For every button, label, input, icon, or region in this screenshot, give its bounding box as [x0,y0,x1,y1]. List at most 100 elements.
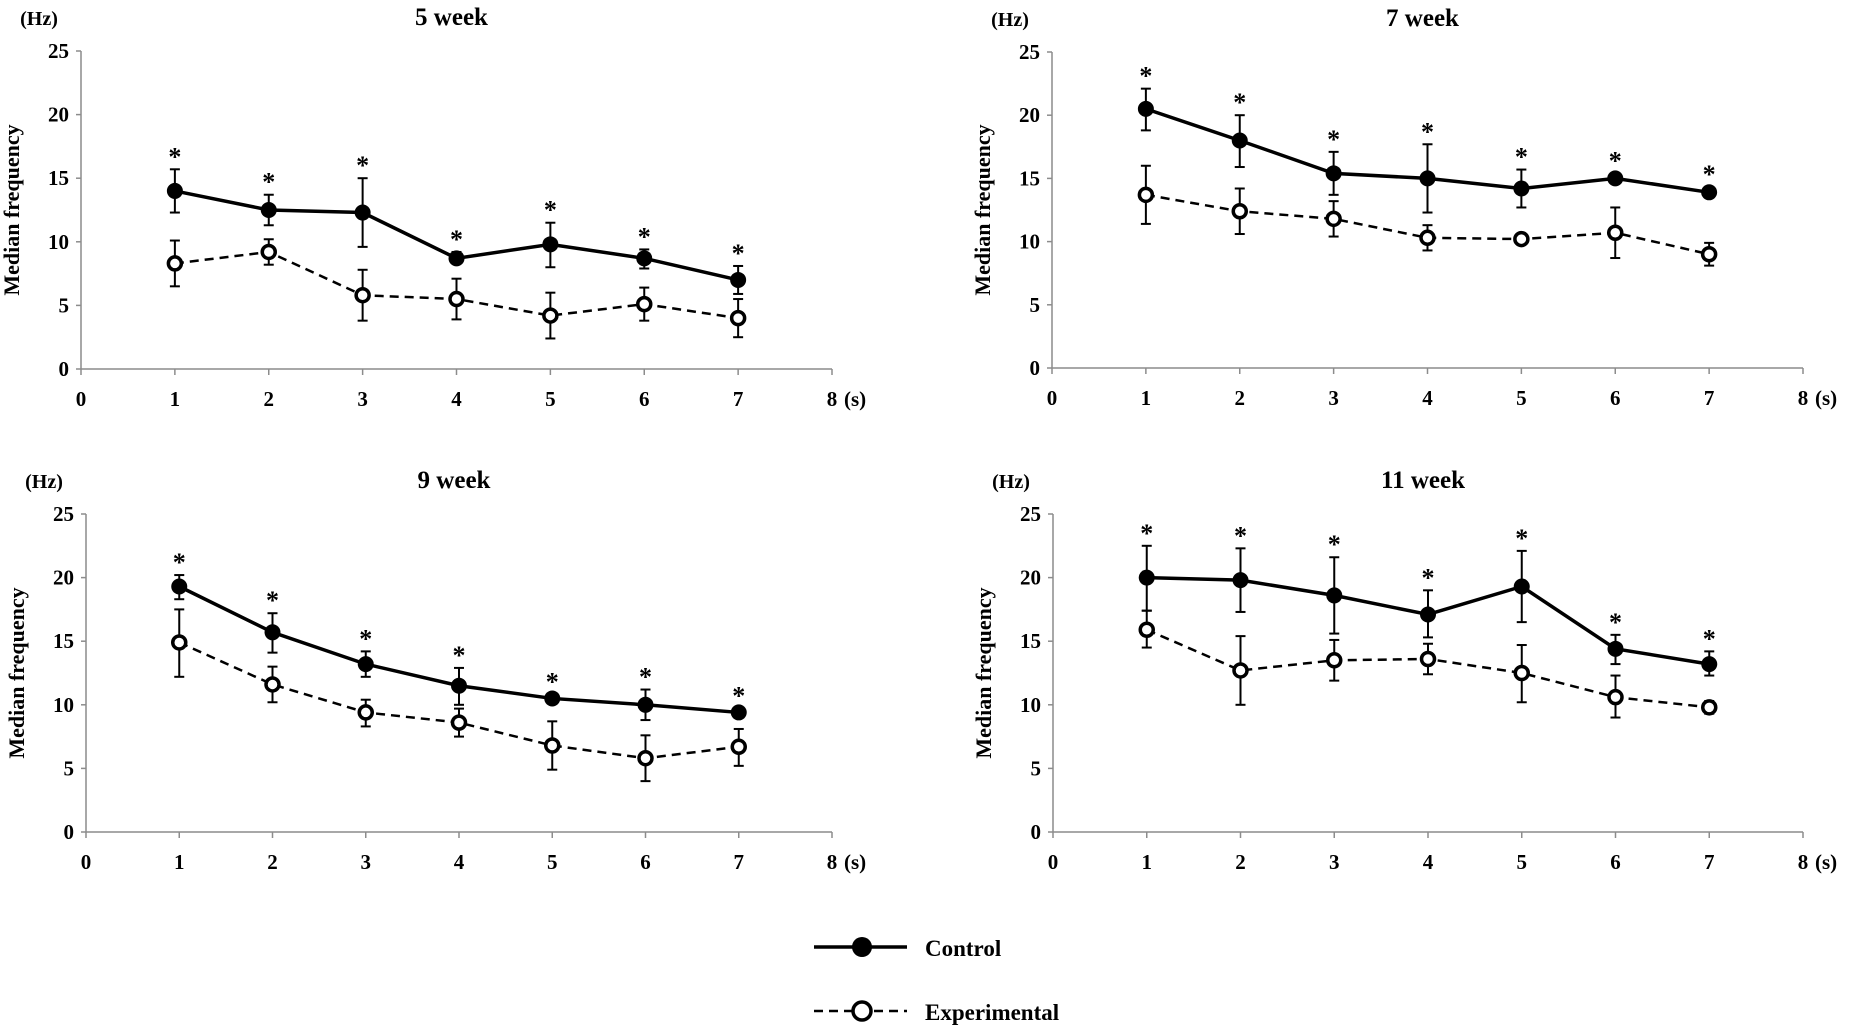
y-tick-label: 5 [59,293,70,317]
y-tick-label: 0 [1031,820,1042,844]
data-point-control [260,202,277,218]
series-control [1138,544,1718,677]
x-tick-label: 7 [1704,850,1715,874]
x-tick-label: 7 [1704,386,1715,410]
y-tick-label: 0 [1030,356,1041,380]
significance-marker: * [1422,563,1435,592]
significance-marker: * [732,239,745,268]
data-point-experimental [1137,186,1155,204]
significance-marker: * [1703,160,1716,189]
x-tick-label: 0 [81,850,92,874]
y-tick-label: 15 [1020,629,1041,653]
y-unit-label: (Hz) [20,8,58,30]
x-tick-label: 4 [1423,850,1434,874]
chart-panel: 7 week(Hz)Median frequency(s)05101520250… [970,5,1837,410]
legend: Control Experimental [814,936,1059,1025]
legend-experimental-marker [851,1000,873,1022]
significance-marker: * [359,624,372,653]
y-axis-label: Median frequency [4,587,29,758]
x-tick-label: 1 [1141,386,1152,410]
significance-marker: * [732,682,745,711]
x-tick-label: 5 [1517,850,1528,874]
x-tick-label: 1 [170,387,181,411]
data-point-control [166,182,183,199]
data-point-control [730,704,747,721]
x-tick-label: 5 [545,387,556,411]
x-tick-label: 4 [1422,386,1433,410]
chart-panel: 5 week(Hz)Median frequency(s)05101520250… [0,4,866,411]
data-point-experimental [1419,229,1436,247]
x-tick-label: 0 [76,387,87,411]
data-point-experimental [1607,224,1624,242]
data-point-control [1419,170,1436,187]
significance-marker: * [356,151,369,180]
data-point-experimental [730,738,747,756]
x-tick-label: 6 [1610,850,1621,874]
significance-marker: * [1421,117,1434,146]
y-tick-label: 10 [1020,693,1041,717]
x-tick-label: 7 [733,387,744,411]
y-tick-label: 10 [48,230,69,254]
series-control [171,574,747,722]
significance-marker: * [544,196,557,225]
significance-marker: * [450,225,463,254]
x-tick-label: 2 [1235,850,1246,874]
data-point-experimental [448,290,465,308]
x-tick-label: 3 [361,850,372,874]
chart-title: 7 week [1386,5,1459,32]
y-tick-label: 25 [53,502,74,526]
data-point-experimental [357,704,374,721]
x-tick-label: 8 [827,850,838,874]
significance-marker: * [638,222,651,251]
x-tick-label: 3 [1329,850,1340,874]
y-axis-label: Median frequency [0,124,24,295]
y-tick-label: 25 [1019,40,1040,64]
data-point-control [1137,100,1154,117]
series-experimental [1138,609,1718,719]
chart-title: 5 week [415,4,488,31]
data-point-control [636,250,653,267]
data-point-experimental [1513,230,1530,248]
data-point-control [1607,640,1624,657]
data-point-experimental [1700,245,1718,263]
significance-marker: * [546,668,559,697]
x-unit-label: (s) [1815,850,1837,874]
y-tick-label: 10 [1019,230,1040,254]
legend-experimental-label: Experimental [925,1000,1059,1025]
data-point-experimental [1419,650,1437,668]
data-point-experimental [171,634,188,651]
chart-panel: 9 week(Hz)Median frequency(s)05101520250… [4,467,866,874]
y-axis-label: Median frequency [970,124,995,295]
x-tick-label: 5 [547,850,558,874]
series-experimental [166,238,747,340]
significance-marker: * [639,663,652,692]
significance-marker: * [1703,624,1716,653]
significance-marker: * [168,142,181,171]
data-point-control [637,696,654,713]
y-tick-label: 20 [1020,566,1041,590]
y-unit-label: (Hz) [992,471,1030,493]
data-point-control [1231,132,1248,149]
chart-title: 9 week [418,467,491,494]
data-point-experimental [264,676,281,693]
x-tick-label: 1 [174,850,185,874]
significance-marker: * [1515,143,1528,172]
data-point-experimental [1513,664,1530,682]
chart-panel: 11 week(Hz)Median frequency(s)0510152025… [971,467,1837,874]
data-point-experimental [637,749,654,767]
y-axis-label: Median frequency [971,587,996,758]
significance-marker: * [1233,88,1246,117]
y-unit-label: (Hz) [25,471,63,493]
data-point-experimental [1232,662,1249,679]
significance-marker: * [1140,519,1153,548]
data-point-experimental [1231,203,1248,220]
x-unit-label: (s) [1815,386,1837,410]
data-point-experimental [450,714,468,731]
data-point-experimental [1607,688,1624,706]
y-tick-label: 20 [48,103,69,127]
data-point-control [1513,180,1530,197]
significance-marker: * [173,548,186,577]
data-point-control [730,271,747,288]
data-point-control [357,656,374,673]
